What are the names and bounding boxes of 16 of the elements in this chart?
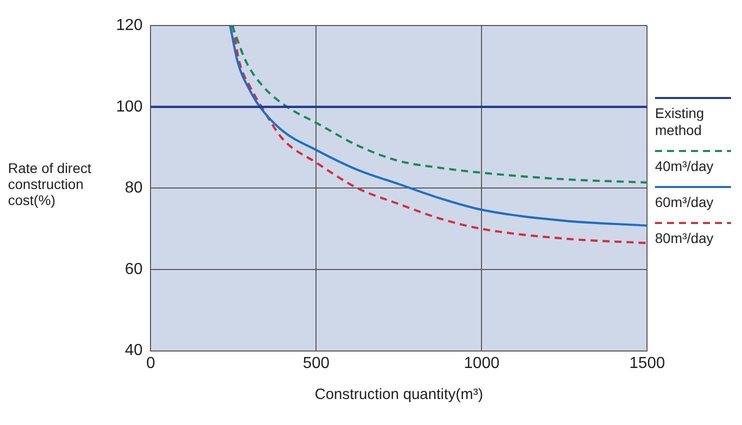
series-label: Existing method (655, 105, 706, 139)
y-tick-label: 120 (116, 17, 143, 34)
x-axis-title: Construction quantity(m³) (314, 386, 484, 404)
y-tick-label: 80 (124, 180, 143, 197)
x-tick-label: 1000 (464, 354, 500, 372)
x-tick-label: 500 (302, 354, 330, 372)
y-axis-title: Rate of direct construction cost(%) (8, 160, 92, 208)
y-tick-label: 40 (124, 342, 143, 360)
y-tick-label: 60 (124, 260, 143, 278)
y-tick-label: 100 (116, 98, 143, 116)
series-label: 80m³/day (655, 230, 714, 247)
x-tick-label: 0 (146, 354, 156, 372)
series-label: 40m³/day (655, 158, 714, 175)
series-label: 60m³/day (655, 194, 714, 211)
line-series (231, 26, 648, 184)
x-tick-label: 1500 (629, 354, 666, 372)
